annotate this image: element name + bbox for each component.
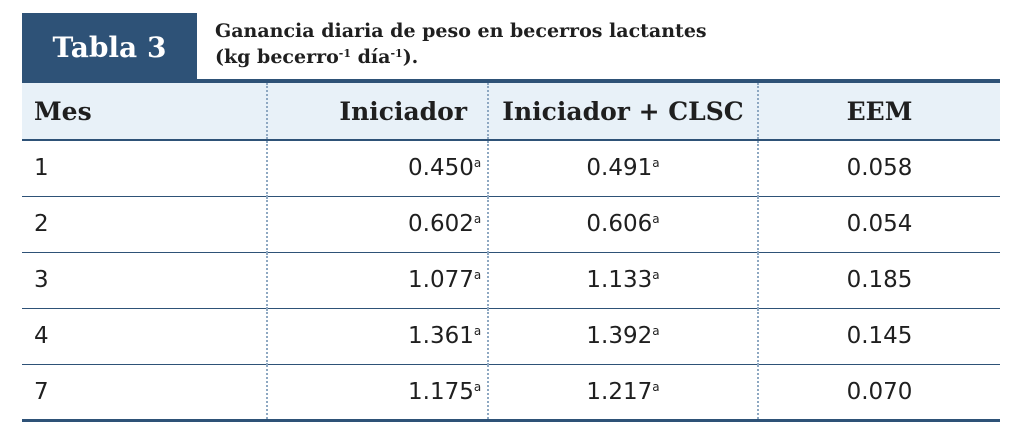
cell-iniciador-clsc: 0.606a [487, 196, 758, 253]
cell-iniciador: 1.361a [266, 308, 488, 365]
cell-iniciador-value: 1.175 [408, 378, 474, 405]
cell-iniciador-clsc: 1.217a [487, 364, 758, 422]
table-top-rule [22, 79, 1000, 83]
caption-unit-exponent-2: -1 [390, 47, 403, 60]
cell-clsc-superscript: a [652, 268, 660, 282]
cell-iniciador-superscript: a [473, 379, 482, 394]
table-caption: Ganancia diaria de peso en becerros lact… [215, 18, 995, 70]
table-row: 1 0.450a 0.491a 0.058 [22, 140, 1000, 197]
header-eem: EEM [757, 83, 1000, 141]
cell-clsc-superscript: a [652, 324, 660, 338]
cell-iniciador-value: 1.361 [408, 323, 474, 349]
data-table: Mes Iniciador Iniciador + CLSC EEM 1 0.4… [22, 83, 1000, 422]
cell-iniciador: 1.077a [266, 252, 488, 309]
cell-eem: 0.070 [757, 364, 1000, 422]
table-number-tag: Tabla 3 [22, 13, 197, 81]
cell-iniciador-clsc: 0.491a [487, 140, 758, 197]
cell-iniciador-superscript: a [473, 324, 482, 338]
header-iniciador-clsc: Iniciador + CLSC [487, 83, 758, 141]
cell-clsc-superscript: a [652, 212, 660, 226]
header-iniciador: Iniciador [266, 83, 488, 141]
table-row: 7 1.175a 1.217a 0.070 [22, 364, 1000, 422]
cell-iniciador-clsc: 1.392a [487, 308, 758, 365]
cell-eem: 0.185 [757, 252, 1000, 309]
cell-clsc-superscript: a [652, 379, 660, 394]
cell-clsc-value: 1.217 [586, 378, 653, 405]
table-row: 3 1.077a 1.133a 0.185 [22, 252, 1000, 309]
caption-unit-mid: día [351, 46, 391, 68]
table-number-label: Tabla 3 [52, 30, 167, 64]
cell-iniciador-clsc: 1.133a [487, 252, 758, 309]
cell-iniciador: 0.602a [266, 196, 488, 253]
cell-clsc-value: 0.606 [586, 211, 653, 237]
caption-unit-suffix: ). [402, 46, 419, 68]
cell-clsc-superscript: a [652, 156, 660, 171]
table-header-row: Mes Iniciador Iniciador + CLSC EEM [22, 83, 1000, 141]
caption-unit-prefix: (kg becerro [215, 46, 339, 68]
cell-mes: 4 [22, 308, 267, 365]
cell-clsc-value: 0.491 [586, 155, 653, 182]
caption-unit-exponent-1: -1 [338, 47, 352, 60]
cell-eem: 0.058 [757, 140, 1000, 197]
cell-clsc-value: 1.392 [586, 323, 653, 349]
cell-iniciador-superscript: a [473, 212, 482, 226]
cell-mes: 1 [22, 140, 267, 197]
cell-iniciador-value: 0.450 [408, 155, 474, 182]
cell-eem: 0.145 [757, 308, 1000, 365]
header-mes: Mes [22, 83, 267, 141]
cell-iniciador: 1.175a [266, 364, 488, 422]
cell-iniciador: 0.450a [266, 140, 488, 197]
cell-eem: 0.054 [757, 196, 1000, 253]
cell-iniciador-value: 1.077 [408, 267, 474, 293]
cell-mes: 3 [22, 252, 267, 309]
cell-mes: 2 [22, 196, 267, 253]
caption-line-2: (kg becerro-1 día-1). [215, 44, 995, 70]
cell-iniciador-superscript: a [473, 268, 482, 282]
cell-mes: 7 [22, 364, 267, 422]
cell-clsc-value: 1.133 [586, 267, 653, 293]
caption-line-1: Ganancia diaria de peso en becerros lact… [215, 20, 707, 42]
cell-iniciador-value: 0.602 [408, 211, 474, 237]
cell-iniciador-superscript: a [473, 156, 482, 171]
table-row: 2 0.602a 0.606a 0.054 [22, 196, 1000, 253]
table-row: 4 1.361a 1.392a 0.145 [22, 308, 1000, 365]
table-body: 1 0.450a 0.491a 0.058 2 0.602a 0.606a 0.… [22, 140, 1000, 422]
